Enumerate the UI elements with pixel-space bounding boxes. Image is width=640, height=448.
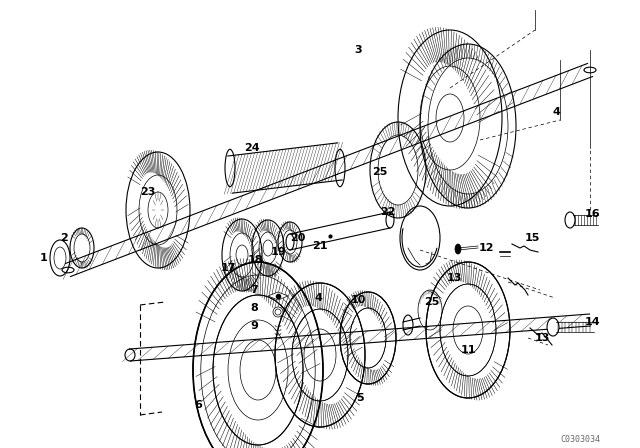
Text: 1: 1 — [40, 253, 48, 263]
Text: 22: 22 — [380, 207, 396, 217]
Text: 16: 16 — [584, 209, 600, 219]
Text: 10: 10 — [350, 295, 365, 305]
Text: 3: 3 — [354, 45, 362, 55]
Ellipse shape — [565, 212, 575, 228]
Text: 13: 13 — [446, 273, 461, 283]
Ellipse shape — [273, 307, 283, 317]
Text: 21: 21 — [312, 241, 328, 251]
Text: C0303034: C0303034 — [560, 435, 600, 444]
Text: 13: 13 — [534, 333, 550, 343]
Text: 12: 12 — [478, 243, 493, 253]
Text: 7: 7 — [250, 285, 258, 295]
Text: 5: 5 — [356, 393, 364, 403]
Text: 17: 17 — [220, 263, 236, 273]
Text: 20: 20 — [291, 233, 306, 243]
Text: 23: 23 — [140, 187, 156, 197]
Polygon shape — [268, 292, 288, 300]
Text: 18: 18 — [247, 255, 263, 265]
Text: 11: 11 — [460, 345, 476, 355]
Text: 25: 25 — [372, 167, 388, 177]
Text: 24: 24 — [244, 143, 260, 153]
Text: 2: 2 — [60, 233, 68, 243]
Text: 19: 19 — [270, 247, 286, 257]
Text: 6: 6 — [194, 400, 202, 410]
Text: 8: 8 — [250, 303, 258, 313]
Text: 4: 4 — [314, 293, 322, 303]
Text: 25: 25 — [424, 297, 440, 307]
Ellipse shape — [547, 318, 559, 336]
Text: 9: 9 — [250, 321, 258, 331]
Text: 14: 14 — [584, 317, 600, 327]
Ellipse shape — [455, 244, 461, 254]
Text: 4: 4 — [552, 107, 560, 117]
Text: 15: 15 — [524, 233, 540, 243]
